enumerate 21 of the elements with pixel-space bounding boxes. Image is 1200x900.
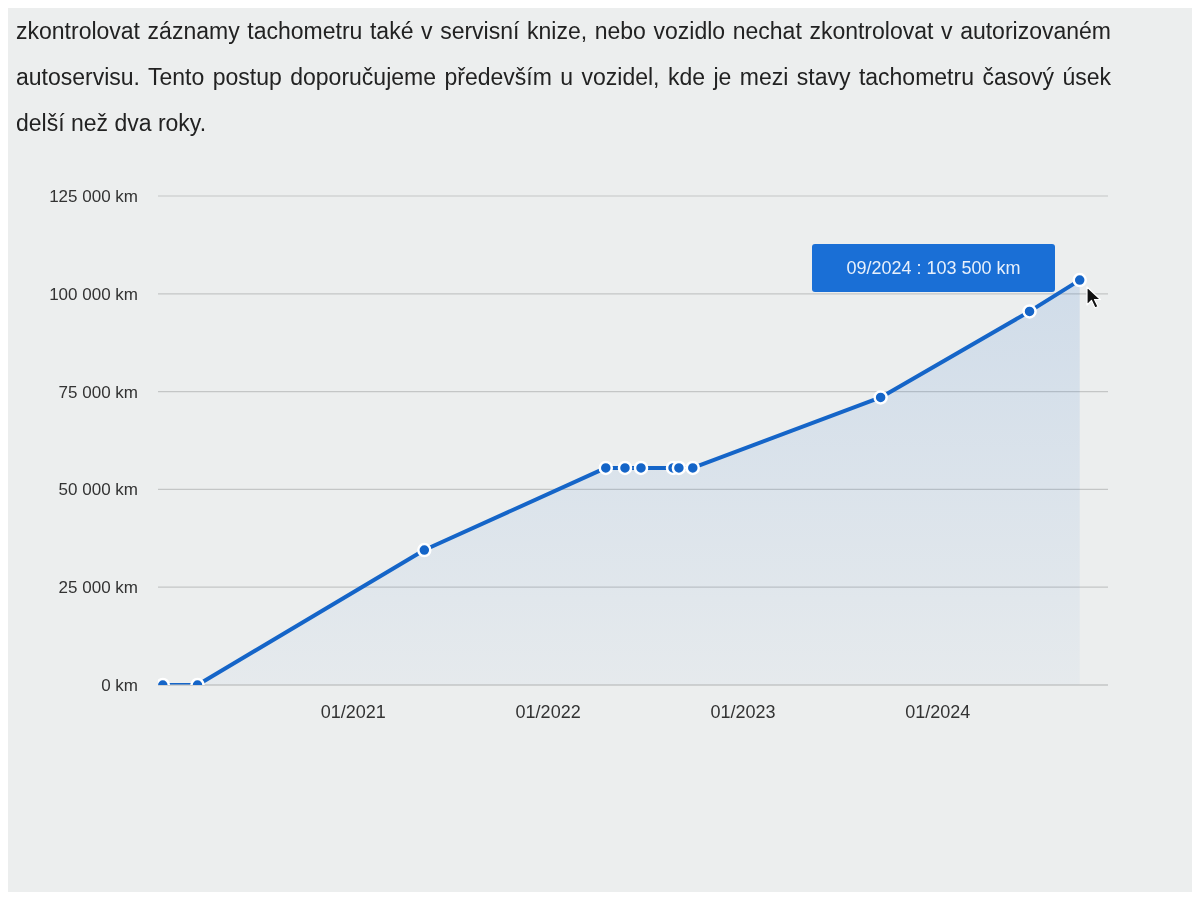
point xyxy=(417,542,432,558)
point xyxy=(1072,272,1087,288)
point xyxy=(598,460,614,476)
y-tick-label: 0 km xyxy=(101,676,138,696)
x-tick-label: 01/2023 xyxy=(710,701,776,722)
y-tick-label: 50 000 km xyxy=(58,480,138,500)
point xyxy=(617,460,633,476)
y-tick-label: 25 000 km xyxy=(58,578,138,598)
y-tick-label: 125 000 km xyxy=(49,187,138,207)
y-tick-label: 75 000 km xyxy=(58,382,138,402)
y-tick-label: 100 000 km xyxy=(49,284,138,304)
x-tick-label: 01/2022 xyxy=(515,701,581,722)
x-tick-label: 01/2024 xyxy=(905,701,971,722)
text: zkontrolovat záznamy tachometru také v servisní knize, nebo vozidlo nechat zkontrolovat v autorizovaném autoservisu. Tento postup doporučujeme především u vozidel, kde je mezi stavy tachometru časový úsek delší než dva roky. xyxy=(16,17,1111,138)
point xyxy=(685,460,701,476)
annotation: 09/2024 : 103 500 km xyxy=(846,257,1021,279)
point xyxy=(633,460,649,476)
point xyxy=(671,460,687,476)
point xyxy=(1022,304,1037,319)
point xyxy=(873,390,888,405)
x-tick-label: 01/2021 xyxy=(320,701,386,722)
